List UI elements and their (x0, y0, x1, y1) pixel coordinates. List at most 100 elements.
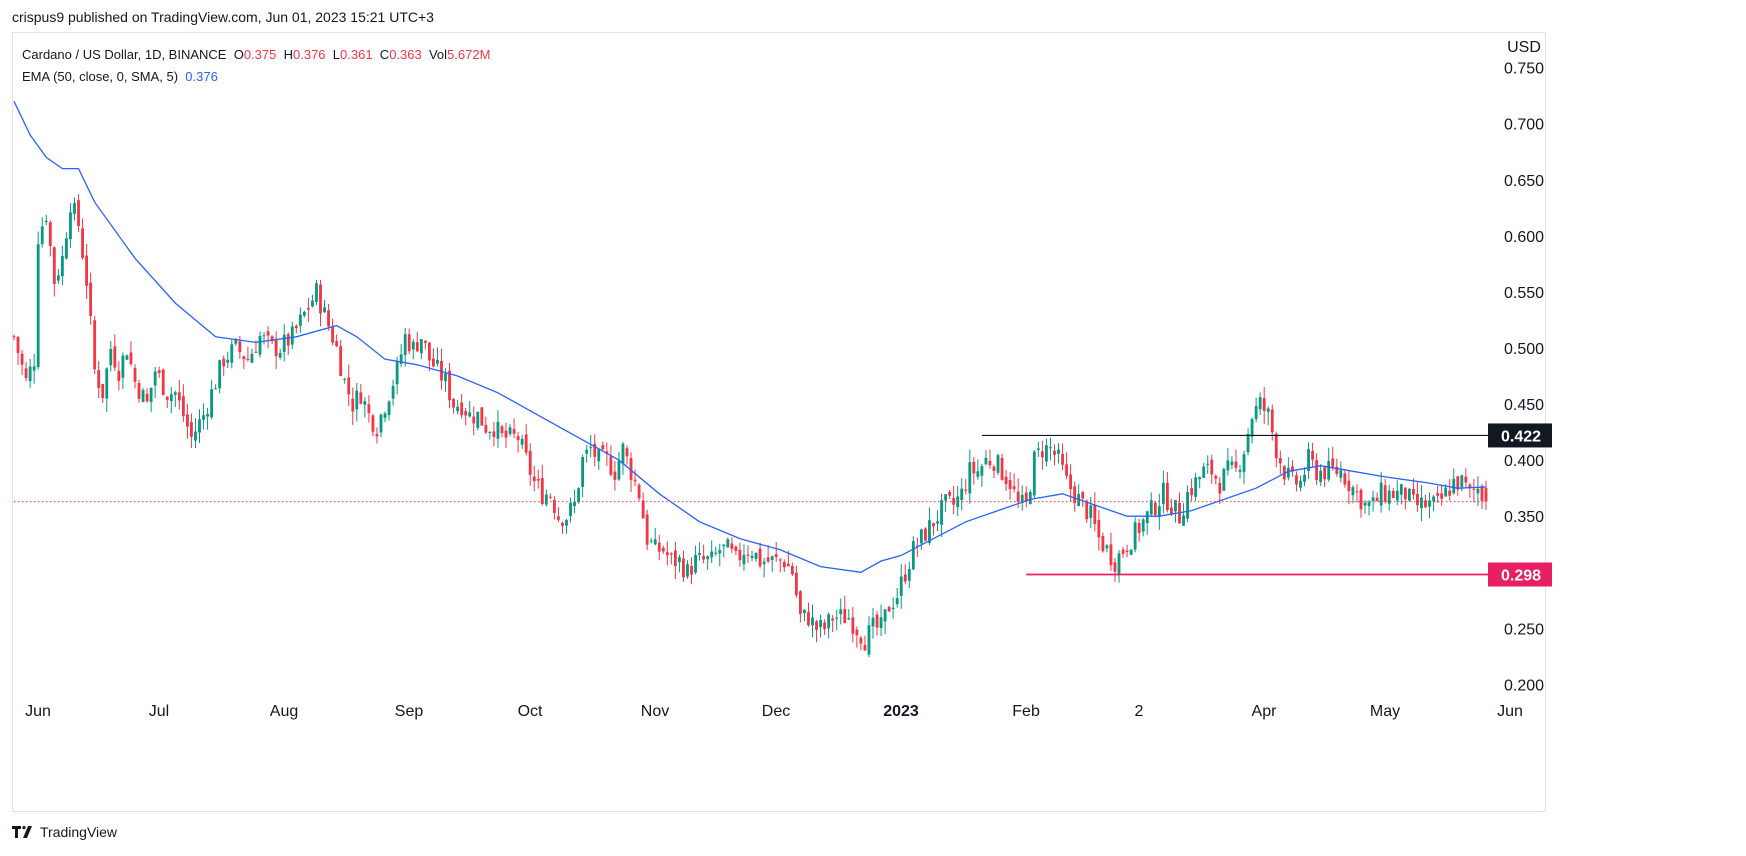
candle-body (1387, 490, 1391, 504)
candle-body (222, 358, 226, 367)
x-tick-label: Nov (641, 703, 669, 720)
candle-body (16, 336, 20, 353)
candle-body (226, 359, 230, 363)
candle-body (798, 591, 802, 614)
x-tick-label: Jun (1497, 703, 1523, 720)
candle-body (254, 351, 258, 353)
close-value: 0.363 (389, 47, 422, 62)
candle-body (552, 499, 556, 513)
candle-body (36, 244, 40, 367)
candle-body (1432, 496, 1435, 502)
candle-body (738, 549, 742, 561)
candle-body (682, 558, 685, 578)
candle-body (335, 341, 339, 347)
candle-body (899, 576, 903, 596)
ema-label[interactable]: EMA (50, close, 0, SMA, 5) (22, 69, 179, 84)
candle-body (516, 436, 520, 441)
candle-body (1403, 487, 1407, 500)
candle-body (625, 448, 629, 457)
candle-body (444, 373, 447, 382)
candle-body (964, 489, 968, 491)
candle-body (1113, 562, 1117, 572)
candle-body (1165, 482, 1169, 510)
candle-body (1383, 485, 1387, 502)
candle-body (1065, 464, 1068, 476)
candle-body (206, 414, 209, 417)
tradingview-logo-icon (12, 826, 32, 838)
candle-body (637, 484, 641, 499)
resistance-badge: 0.422 (1501, 428, 1541, 445)
candle-body (1472, 488, 1476, 490)
candle-body (1375, 497, 1379, 502)
candle-body (996, 455, 1000, 473)
x-tick-label: Sep (395, 703, 424, 720)
candle-body (1456, 476, 1460, 490)
candle-body (1190, 488, 1194, 496)
candle-body (1109, 544, 1113, 566)
candle-body (1121, 549, 1125, 554)
candle-body (609, 456, 613, 475)
candle-body (476, 411, 480, 428)
candle-body (895, 598, 899, 605)
y-tick-label: 0.750 (1504, 61, 1544, 78)
legend-ema-row: EMA (50, close, 0, SMA, 5) 0.376 (22, 66, 490, 88)
candle-body (807, 611, 810, 626)
candle-body (690, 565, 693, 575)
candle-body (928, 520, 931, 544)
candle-body (815, 621, 818, 630)
candle-body (1335, 466, 1339, 475)
footer-brand[interactable]: TradingView (12, 824, 117, 840)
candle-body (177, 392, 181, 401)
candle-body (250, 353, 254, 363)
candle-body (351, 398, 355, 412)
candle-body (1339, 470, 1343, 478)
candle-body (1089, 505, 1093, 518)
candle-body (1327, 460, 1331, 480)
candle-body (915, 545, 919, 547)
candle-body (1174, 500, 1177, 512)
candle-body (1105, 545, 1109, 549)
candle-body (1149, 500, 1153, 515)
legend-ohlc-row: Cardano / US Dollar, 1D, BINANCE O0.375 … (22, 44, 490, 66)
candle-body (1182, 515, 1185, 526)
candle-body (520, 438, 524, 445)
candle-body (238, 341, 242, 353)
ema-line (13, 101, 1487, 573)
symbol-name[interactable]: Cardano / US Dollar, 1D, BINANCE (22, 47, 227, 62)
candle-body (1315, 460, 1319, 480)
candle-body (988, 460, 992, 466)
candle-body (157, 370, 161, 374)
candle-body (456, 406, 460, 412)
candle-body (484, 424, 488, 433)
candle-body (948, 491, 952, 496)
candle-body (278, 353, 282, 358)
candle-body (315, 283, 318, 302)
candle-body (133, 367, 137, 382)
candle-body (214, 388, 218, 390)
candle-body (1073, 486, 1077, 504)
candle-body (306, 308, 310, 310)
lines-layer (13, 101, 1546, 576)
candle-body (1214, 475, 1218, 479)
candle-body (298, 314, 302, 326)
candle-body (1206, 463, 1210, 465)
x-tick-label: May (1370, 703, 1400, 720)
candle-body (1476, 488, 1480, 494)
candle-body (60, 255, 64, 277)
candle-body (823, 622, 827, 630)
candle-body (504, 430, 508, 438)
candle-body (782, 561, 786, 568)
candle-body (323, 307, 326, 313)
candle-body (1291, 466, 1294, 472)
candle-body (742, 554, 746, 565)
candle-body (1061, 453, 1064, 465)
chart-pane[interactable] (12, 32, 1546, 812)
candle-body (403, 334, 407, 355)
candle-body (1307, 449, 1310, 471)
candle-body (1359, 489, 1363, 510)
candle-body (1210, 459, 1214, 475)
candle-body (24, 368, 28, 379)
candle-body (581, 457, 585, 487)
candle-body (633, 479, 637, 482)
